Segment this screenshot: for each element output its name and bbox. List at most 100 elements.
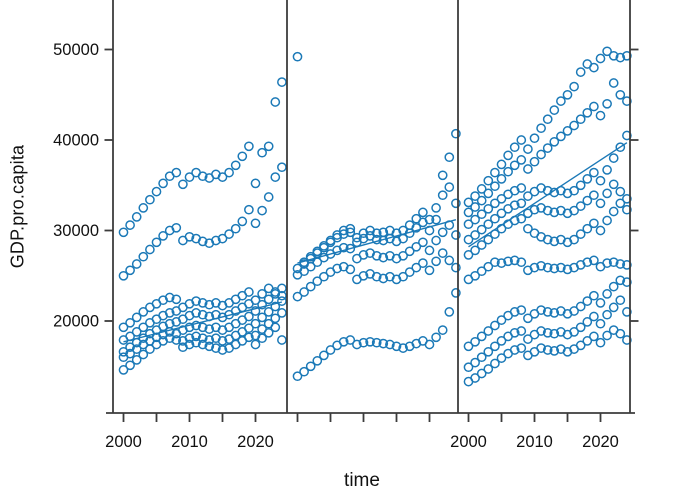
data-point bbox=[542, 345, 553, 355]
data-point bbox=[451, 288, 461, 298]
data-point bbox=[602, 188, 612, 199]
data-point bbox=[164, 292, 175, 303]
data-point bbox=[145, 244, 155, 255]
data-point bbox=[204, 311, 215, 322]
data-point bbox=[509, 142, 520, 153]
data-point bbox=[437, 248, 448, 258]
data-point bbox=[184, 339, 195, 350]
data-point bbox=[204, 335, 215, 345]
data-point bbox=[277, 162, 287, 173]
data-point bbox=[191, 337, 201, 348]
data-point bbox=[125, 331, 135, 342]
data-point bbox=[622, 277, 632, 287]
data-point bbox=[589, 167, 599, 178]
x-ticks bbox=[122, 413, 602, 422]
data-point bbox=[184, 172, 195, 182]
data-point bbox=[523, 313, 533, 324]
data-point bbox=[483, 234, 494, 245]
data-point bbox=[483, 261, 494, 272]
data-point bbox=[277, 77, 287, 87]
data-point bbox=[263, 141, 274, 152]
data-point bbox=[277, 296, 287, 306]
data-point bbox=[171, 335, 182, 345]
data-point bbox=[615, 89, 626, 100]
data-point bbox=[431, 214, 441, 225]
data-point bbox=[536, 123, 546, 134]
data-point bbox=[437, 227, 448, 238]
x-tick-label: 2010 bbox=[171, 433, 208, 451]
data-point bbox=[244, 141, 254, 152]
data-point bbox=[542, 114, 553, 125]
y-tick-label: 20000 bbox=[53, 313, 99, 331]
data-point bbox=[332, 263, 342, 274]
data-point bbox=[608, 153, 619, 163]
data-point bbox=[516, 135, 527, 145]
data-point bbox=[250, 318, 261, 329]
data-point bbox=[523, 164, 533, 174]
data-point bbox=[125, 317, 135, 328]
data-point bbox=[352, 339, 362, 350]
data-point bbox=[191, 308, 201, 318]
data-point bbox=[217, 172, 228, 182]
data-point bbox=[575, 67, 586, 77]
data-point bbox=[595, 175, 606, 186]
data-point bbox=[244, 298, 254, 309]
data-point bbox=[171, 167, 182, 178]
data-point bbox=[562, 264, 573, 275]
data-point bbox=[325, 237, 336, 248]
data-point bbox=[622, 130, 632, 141]
data-point bbox=[437, 170, 448, 181]
data-point bbox=[184, 231, 195, 242]
data-point bbox=[582, 296, 593, 306]
panel-3-points bbox=[463, 46, 632, 387]
data-point bbox=[171, 328, 182, 339]
data-point bbox=[378, 252, 389, 263]
panel-borders bbox=[106, 0, 635, 414]
data-point bbox=[516, 257, 527, 268]
data-point bbox=[345, 227, 356, 238]
data-point bbox=[470, 214, 480, 225]
data-point bbox=[263, 192, 274, 202]
data-point bbox=[608, 50, 619, 61]
data-point bbox=[509, 345, 520, 355]
data-point bbox=[490, 181, 500, 192]
x-tick-labels: 2000 2010 2020 2000 2010 2020 bbox=[105, 433, 619, 451]
data-point bbox=[217, 336, 228, 346]
data-point bbox=[523, 334, 533, 344]
data-point bbox=[257, 299, 267, 310]
data-point bbox=[615, 328, 626, 339]
data-point bbox=[490, 341, 500, 352]
panel-1-points bbox=[118, 77, 287, 375]
data-point bbox=[602, 165, 612, 175]
data-point bbox=[470, 230, 480, 240]
data-point bbox=[476, 224, 487, 235]
data-point bbox=[549, 207, 560, 218]
data-point bbox=[263, 294, 274, 305]
data-point bbox=[589, 255, 599, 266]
data-point bbox=[424, 265, 435, 276]
data-point bbox=[509, 327, 520, 338]
data-point bbox=[575, 229, 586, 239]
data-point bbox=[125, 265, 135, 276]
data-point bbox=[463, 207, 474, 218]
data-point bbox=[250, 306, 261, 316]
data-point bbox=[556, 96, 566, 106]
data-point bbox=[178, 179, 188, 190]
data-point bbox=[118, 270, 129, 281]
data-point bbox=[622, 335, 632, 345]
data-point bbox=[490, 213, 500, 224]
data-point bbox=[338, 336, 349, 347]
x-tick-label: 2000 bbox=[450, 433, 487, 451]
data-point bbox=[411, 262, 422, 273]
data-point bbox=[444, 182, 455, 192]
data-point bbox=[470, 245, 480, 256]
data-point bbox=[244, 332, 254, 343]
data-point bbox=[437, 190, 448, 201]
data-point bbox=[270, 301, 281, 312]
data-point bbox=[490, 320, 500, 331]
data-point bbox=[378, 235, 389, 246]
data-point bbox=[595, 53, 606, 64]
data-point bbox=[257, 312, 267, 323]
data-point bbox=[589, 101, 599, 112]
data-point bbox=[451, 262, 461, 273]
